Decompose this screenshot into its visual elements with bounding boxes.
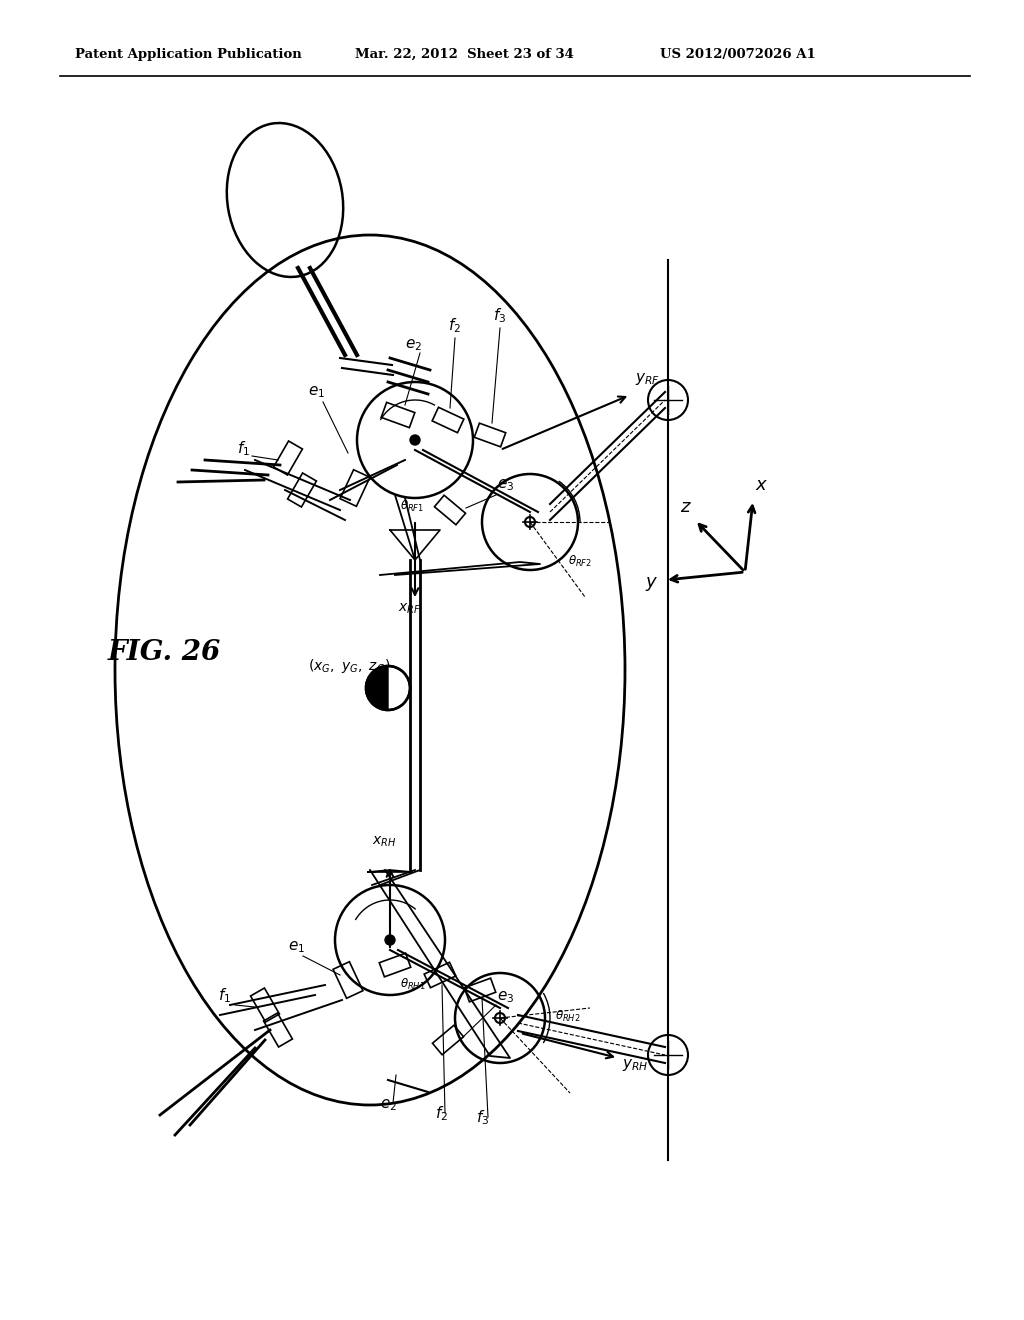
Text: Mar. 22, 2012  Sheet 23 of 34: Mar. 22, 2012 Sheet 23 of 34 bbox=[355, 48, 573, 61]
Text: $z$: $z$ bbox=[680, 498, 692, 516]
Text: $e_3$: $e_3$ bbox=[497, 477, 514, 492]
Circle shape bbox=[385, 935, 395, 945]
Circle shape bbox=[366, 667, 410, 710]
Text: $f_2$: $f_2$ bbox=[435, 1104, 449, 1123]
Text: FIG. 26: FIG. 26 bbox=[108, 639, 221, 667]
Text: $y$: $y$ bbox=[645, 576, 658, 593]
Text: US 2012/0072026 A1: US 2012/0072026 A1 bbox=[660, 48, 816, 61]
Text: $f_1$: $f_1$ bbox=[218, 986, 231, 1005]
Text: $e_3$: $e_3$ bbox=[497, 989, 514, 1005]
Text: $e_1$: $e_1$ bbox=[288, 939, 305, 954]
Text: $f_1$: $f_1$ bbox=[237, 440, 250, 458]
Text: Patent Application Publication: Patent Application Publication bbox=[75, 48, 302, 61]
Text: $f_2$: $f_2$ bbox=[449, 315, 461, 335]
Text: $(x_G,\ y_G,\ z_G)$: $(x_G,\ y_G,\ z_G)$ bbox=[308, 657, 390, 675]
Text: $\theta_{RF1}$: $\theta_{RF1}$ bbox=[400, 499, 424, 513]
Text: $y_{RF}$: $y_{RF}$ bbox=[635, 371, 660, 387]
Text: $x_{RF}$: $x_{RF}$ bbox=[398, 602, 421, 616]
Text: $\theta_{RH1}$: $\theta_{RH1}$ bbox=[400, 977, 426, 993]
Polygon shape bbox=[366, 667, 388, 710]
Text: $e_1$: $e_1$ bbox=[308, 384, 325, 400]
Text: $e_2$: $e_2$ bbox=[380, 1097, 397, 1113]
Text: $e_2$: $e_2$ bbox=[406, 337, 422, 352]
Circle shape bbox=[410, 436, 420, 445]
Text: $x$: $x$ bbox=[755, 477, 768, 494]
Text: $f_3$: $f_3$ bbox=[493, 306, 506, 325]
Text: $x_{RH}$: $x_{RH}$ bbox=[372, 836, 396, 849]
Text: $\theta_{RH2}$: $\theta_{RH2}$ bbox=[555, 1008, 581, 1024]
Text: $\theta_{RF2}$: $\theta_{RF2}$ bbox=[568, 554, 592, 569]
Text: $f_3$: $f_3$ bbox=[476, 1107, 489, 1127]
Text: $y_{RH}$: $y_{RH}$ bbox=[622, 1057, 648, 1073]
